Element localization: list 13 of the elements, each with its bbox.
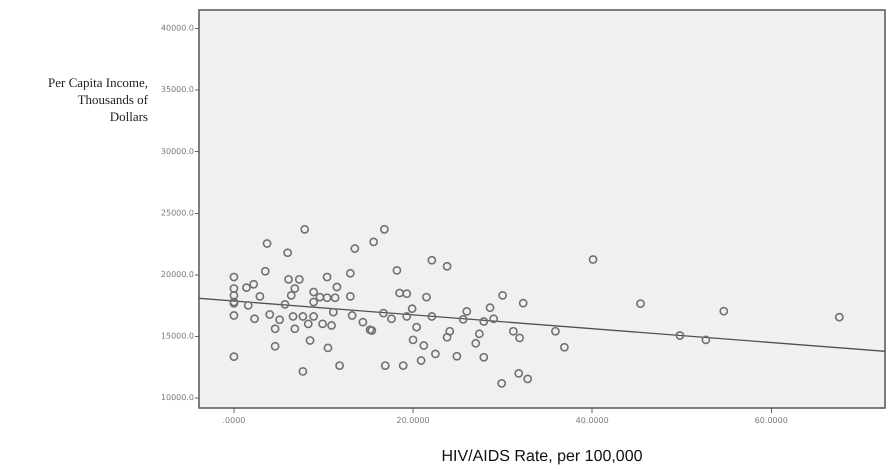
y-tick-label: 40000.0 [160,24,194,33]
y-tick-label: 35000.0 [160,85,194,94]
x-tick-label: 20.0000 [396,416,430,425]
x-tick-label: .0000 [222,416,246,425]
y-tick-label: 30000.0 [160,146,194,156]
x-tick-label: 40.0000 [576,416,609,425]
y-tick-label: 10000.0 [160,393,194,402]
y-tick-label: 20000.0 [160,270,194,279]
y-tick-label: 15000.0 [160,332,194,341]
x-tick-label: 60.0000 [754,416,788,425]
y-axis-title: Per Capita Income, Thousands of Dollars [47,74,148,125]
y-tick-label: 25000.0 [160,208,194,218]
x-axis-title: HIV/AIDS Rate, per 100,000 [442,448,643,465]
